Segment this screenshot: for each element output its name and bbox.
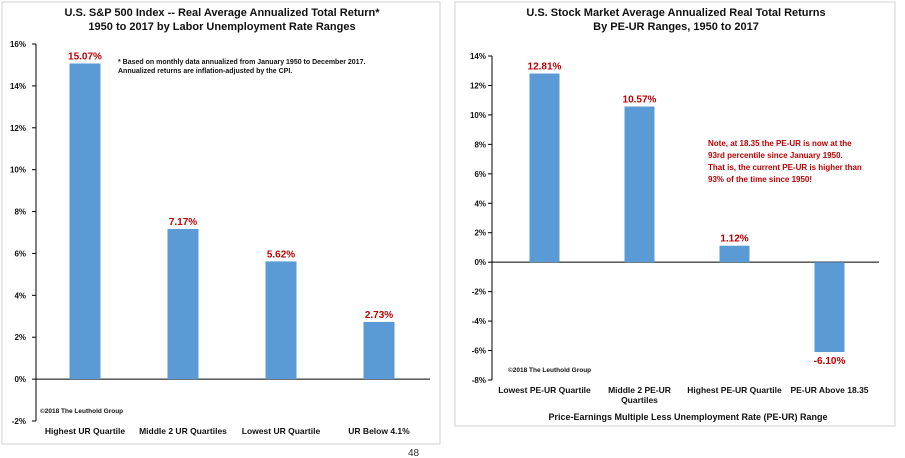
chart-2-y-tick-label: 10% bbox=[470, 111, 486, 120]
chart-1-category-label-3: Lowest UR Quartile bbox=[242, 426, 321, 436]
chart-1-title-line-2: 1950 to 2017 by Labor Unemployment Rate … bbox=[88, 21, 355, 33]
chart-1-y-tick-label: 8% bbox=[14, 208, 26, 217]
chart-2-y-tick-label: -8% bbox=[472, 376, 486, 385]
chart-1-category-label-2: Middle 2 UR Quartiles bbox=[139, 426, 227, 436]
chart-1-bar-2 bbox=[167, 228, 199, 380]
chart-2-y-tick-label: 4% bbox=[474, 199, 486, 208]
chart-2-category-label-2: Quartiles bbox=[621, 395, 658, 405]
chart-1-note-line-1: * Based on monthly data annualized from … bbox=[118, 59, 365, 66]
chart-1-note-line-2: Annualized returns are inflation-adjuste… bbox=[118, 68, 292, 75]
chart-2-credit: ©2018 The Leuthold Group bbox=[508, 366, 591, 374]
chart-2-bar-4 bbox=[814, 262, 845, 353]
chart-1-y-tick-label: -2% bbox=[12, 417, 26, 426]
chart-2-y-tick-label: -2% bbox=[472, 288, 486, 297]
chart-2: U.S. Stock Market Average Annualized Rea… bbox=[470, 7, 879, 422]
chart-2-note-line-4: 93% of the time since 1950! bbox=[708, 175, 812, 184]
chart-2-y-tick-label: 6% bbox=[474, 170, 486, 179]
chart-2-data-label-1: 12.81% bbox=[528, 62, 562, 73]
chart-1-y-tick-label: 16% bbox=[10, 40, 26, 49]
chart-1-y-tick-label: 10% bbox=[10, 166, 26, 175]
chart-2-y-tick-label: 8% bbox=[474, 140, 486, 149]
chart-1-data-label-4: 2.73% bbox=[365, 310, 393, 321]
chart-1-bar-3 bbox=[265, 261, 297, 380]
chart-2-y-tick-label: 14% bbox=[470, 52, 486, 61]
chart-1-y-tick-label: 4% bbox=[14, 291, 26, 300]
chart-2-category-label-4: PE-UR Above 18.35 bbox=[790, 385, 868, 395]
chart-2-bar-2 bbox=[624, 106, 655, 263]
chart-1-y-tick-label: 14% bbox=[10, 82, 26, 91]
chart-1: U.S. S&P 500 Index -- Real Average Annua… bbox=[10, 7, 430, 436]
chart-1-data-label-3: 5.62% bbox=[267, 249, 295, 260]
chart-2-category-label-2: Middle 2 PE-UR bbox=[608, 385, 671, 395]
chart-2-note-line-1: Note, at 18.35 the PE-UR is now at the bbox=[708, 139, 852, 148]
chart-1-category-label-1: Highest UR Quartile bbox=[45, 426, 126, 436]
chart-2-note-line-3: That is, the current PE-UR is higher tha… bbox=[708, 163, 862, 172]
chart-1-y-tick-label: 12% bbox=[10, 124, 26, 133]
chart-2-x-axis-title: Price-Earnings Multiple Less Unemploymen… bbox=[548, 412, 827, 422]
chart-2-y-tick-label: 0% bbox=[474, 258, 486, 267]
chart-1-y-tick-label: 6% bbox=[14, 249, 26, 258]
chart-2-bar-1 bbox=[529, 73, 560, 263]
chart-1-data-label-2: 7.17% bbox=[169, 217, 197, 228]
chart-2-title-line-2: By PE-UR Ranges, 1950 to 2017 bbox=[593, 21, 759, 33]
chart-2-y-tick-label: 2% bbox=[474, 229, 486, 238]
chart-1-data-label-1: 15.07% bbox=[68, 51, 102, 62]
chart-2-title-line-1: U.S. Stock Market Average Annualized Rea… bbox=[526, 7, 825, 19]
chart-2-y-tick-label: 12% bbox=[470, 81, 486, 90]
chart-2-y-tick-label: -6% bbox=[472, 347, 486, 356]
chart-2-data-label-3: 1.12% bbox=[720, 234, 748, 245]
chart-2-data-label-2: 10.57% bbox=[623, 95, 657, 106]
chart-1-bar-1 bbox=[69, 63, 101, 380]
chart-1-credit: ©2018 The Leuthold Group bbox=[40, 407, 123, 415]
chart-2-data-label-4: -6.10% bbox=[814, 356, 846, 367]
page-number: 48 bbox=[408, 448, 420, 458]
chart-1-y-tick-label: 0% bbox=[14, 375, 26, 384]
chart-2-y-tick-label: -4% bbox=[472, 317, 486, 326]
chart-1-title-line-1: U.S. S&P 500 Index -- Real Average Annua… bbox=[64, 7, 380, 19]
chart-2-bar-3 bbox=[719, 245, 750, 263]
chart-2-note-line-2: 93rd percentile since January 1950. bbox=[708, 151, 843, 160]
chart-1-y-tick-label: 2% bbox=[14, 333, 26, 342]
chart-2-category-label-1: Lowest PE-UR Quartile bbox=[498, 385, 591, 395]
chart-1-category-label-4: UR Below 4.1% bbox=[348, 426, 410, 436]
chart-2-category-label-3: Highest PE-UR Quartile bbox=[687, 385, 782, 395]
chart-2-frame bbox=[454, 1, 896, 427]
chart-1-bar-4 bbox=[363, 321, 395, 380]
